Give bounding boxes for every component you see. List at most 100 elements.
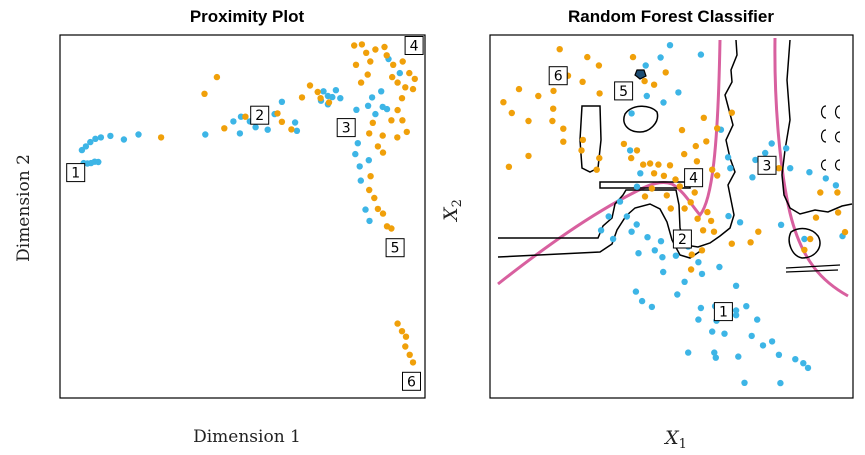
rf-class-orange-point-68 — [834, 189, 841, 196]
rf-class-blue-point-11 — [616, 198, 624, 205]
proximity-plot-points — [78, 41, 418, 366]
rf-class-blue-point-68 — [806, 169, 813, 176]
rf-class-blue-point-35 — [697, 304, 705, 312]
proximity-class-orange-point-24 — [390, 61, 397, 68]
rf-class-blue-point-66 — [783, 145, 790, 152]
rf-class-orange-point-16 — [505, 163, 513, 170]
rf-class-orange-point-33 — [641, 193, 649, 200]
proximity-class-blue-point-6 — [82, 143, 90, 150]
rf-class-orange-point-9 — [508, 109, 515, 117]
proximity-class-orange-point-49 — [388, 225, 395, 232]
proximity-plot-frame — [59, 34, 426, 399]
proximity-class-orange-point-40 — [366, 130, 373, 137]
proximity-class-orange-point-26 — [399, 58, 406, 65]
rf-annotation-label-3: 3 — [763, 158, 772, 174]
rf-class-orange-point-52 — [714, 172, 721, 179]
rf-class-orange-point-35 — [667, 205, 674, 212]
proximity-class-blue-point-11 — [120, 136, 128, 143]
rf-class-orange-point-36 — [681, 205, 688, 212]
proximity-class-blue-point-41 — [357, 177, 364, 184]
rf-class-blue-point-6 — [675, 89, 682, 96]
proximity-class-orange-point-47 — [379, 210, 387, 217]
rf-class-blue-point-61 — [727, 165, 734, 172]
proximity-class-orange-point-33 — [394, 106, 401, 114]
rf-class-orange-point-21 — [620, 140, 628, 148]
proximity-class-blue-point-31 — [337, 95, 344, 102]
proximity-annotation-box-1 — [66, 163, 86, 183]
rf-class-orange-point-42 — [699, 227, 707, 234]
rf-class-orange-point-60 — [678, 126, 686, 134]
proximity-class-orange-point-34 — [388, 117, 395, 124]
rf-class-blue-point-19 — [657, 238, 665, 245]
rf-class-orange-point-6 — [535, 92, 542, 100]
rf-class-orange-point-63 — [650, 81, 658, 88]
proximity-class-orange-point-8 — [288, 126, 295, 133]
proximity-class-orange-point-25 — [389, 73, 396, 81]
rf-class-blue-point-72 — [736, 219, 744, 226]
rf-class-blue-point-57 — [741, 379, 748, 386]
proximity-class-orange-point-36 — [403, 128, 410, 136]
proximity-class-orange-point-0 — [157, 134, 165, 141]
rf-class-blue-point-4 — [643, 92, 650, 100]
rf-class-orange-point-14 — [560, 138, 567, 145]
proximity-annotation-3: 3 — [336, 118, 356, 138]
proximity-plot-title: Proximity Plot — [190, 7, 305, 26]
rf-class-orange-point-26 — [655, 161, 662, 168]
rf-annotation-box-4 — [684, 168, 704, 188]
rf-class-blue-point-7 — [628, 110, 635, 117]
proximity-class-orange-point-13 — [325, 99, 333, 106]
rf-class-blue-point-18 — [644, 234, 651, 241]
proximity-class-orange-point-37 — [379, 132, 386, 139]
proximity-plot-annotations: 1 2 3 4 5 6 — [66, 36, 424, 391]
proximity-class-orange-point-14 — [351, 42, 358, 49]
rf-class-blue-point-22 — [659, 254, 666, 261]
rf-class-orange-point-57 — [714, 125, 721, 132]
rf-class-orange-point-15 — [525, 152, 532, 160]
proximity-annotation-2: 2 — [250, 105, 270, 125]
rf-class-orange-point-19 — [596, 154, 603, 162]
rf-class-orange-point-0 — [556, 46, 563, 53]
rf-class-orange-point-24 — [640, 161, 647, 168]
proximity-class-blue-point-22 — [264, 126, 271, 133]
rf-class-orange-point-1 — [584, 53, 591, 61]
rf-class-orange-point-65 — [629, 53, 637, 61]
random-forest-title: Random Forest Classifier — [568, 7, 774, 26]
rf-class-blue-point-9 — [637, 170, 644, 177]
rf-class-orange-point-66 — [775, 165, 783, 172]
rf-class-orange-point-44 — [698, 247, 706, 254]
proximity-class-blue-point-32 — [353, 106, 360, 114]
rf-class-orange-point-18 — [578, 147, 585, 154]
proximity-class-orange-point-38 — [394, 134, 401, 141]
rf-class-blue-point-5 — [660, 99, 667, 106]
proximity-annotation-label-5: 5 — [391, 241, 400, 257]
proximity-class-blue-point-24 — [293, 127, 301, 134]
proximity-class-blue-point-23 — [291, 119, 299, 126]
rf-class-orange-point-2 — [595, 62, 603, 69]
rf-class-orange-point-39 — [694, 215, 701, 222]
rf-class-blue-point-46 — [748, 332, 755, 340]
proximity-class-orange-point-18 — [352, 61, 360, 68]
rf-class-orange-point-49 — [747, 239, 754, 246]
proximity-plot-ylabel: Dimension 2 — [14, 154, 34, 262]
proximity-class-orange-point-53 — [402, 343, 409, 350]
rf-class-orange-point-8 — [500, 99, 507, 106]
rf-annotation-box-5 — [614, 81, 634, 101]
rf-class-blue-point-60 — [724, 154, 732, 161]
rf-annotation-2: 2 — [672, 229, 692, 249]
rf-class-blue-point-47 — [759, 342, 767, 349]
rf-boundary-strip-right — [785, 264, 841, 273]
rf-class-orange-point-12 — [549, 117, 556, 125]
proximity-annotation-box-3 — [336, 118, 356, 138]
rf-class-blue-point-31 — [638, 297, 646, 305]
proximity-class-orange-point-7 — [278, 118, 286, 126]
rf-class-orange-point-54 — [681, 150, 688, 158]
proximity-plot-panel: Proximity Plot Dimension 1 Dimension 2 1… — [14, 7, 426, 447]
proximity-class-orange-point-2 — [201, 90, 208, 98]
rf-class-blue-point-0 — [642, 62, 649, 69]
rf-class-blue-point-39 — [743, 303, 750, 310]
rf-class-blue-point-43 — [754, 316, 761, 323]
rf-class-orange-point-45 — [688, 251, 695, 258]
proximity-class-orange-point-9 — [298, 94, 306, 101]
rf-class-blue-point-67 — [787, 165, 794, 172]
rf-class-orange-point-4 — [579, 78, 586, 86]
